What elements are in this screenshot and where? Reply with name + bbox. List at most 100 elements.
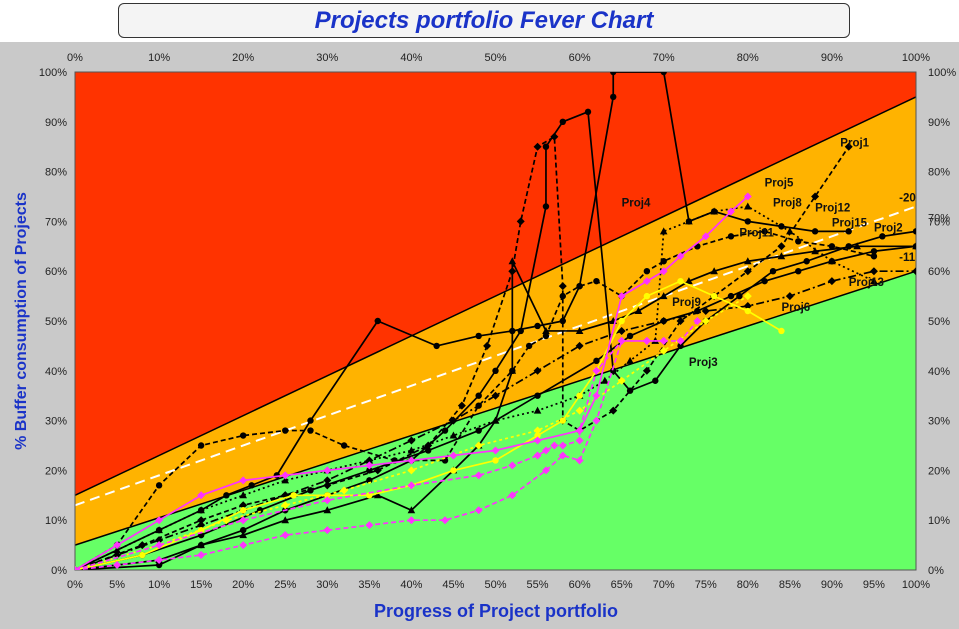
right-tick-label: 20% bbox=[928, 465, 950, 477]
series-12-point bbox=[365, 521, 374, 530]
series-13-point bbox=[575, 436, 584, 445]
bottom-tick-label: 45% bbox=[442, 579, 464, 591]
series-1-point bbox=[433, 342, 440, 350]
series-2-point bbox=[795, 238, 802, 245]
series-8-point bbox=[912, 243, 916, 250]
series-11-point bbox=[155, 516, 164, 525]
annotation-label: Proj6 bbox=[781, 302, 810, 314]
bottom-tick-label: 25% bbox=[274, 579, 296, 591]
series-3-point bbox=[685, 277, 693, 285]
series-6-point bbox=[155, 536, 164, 545]
series-11-point bbox=[726, 207, 735, 216]
series-7-point bbox=[601, 376, 609, 384]
series-12-point bbox=[197, 551, 206, 560]
series-5-point bbox=[155, 561, 163, 569]
series-1-point bbox=[374, 317, 381, 325]
series-12-point bbox=[693, 317, 702, 325]
annotation-label: -20 bbox=[899, 192, 916, 204]
series-3-point bbox=[811, 247, 819, 255]
bottom-tick-label: 80% bbox=[737, 579, 759, 591]
series-3-point bbox=[373, 491, 382, 499]
plot-border bbox=[74, 71, 917, 571]
bottom-tick-label: 5% bbox=[109, 579, 125, 591]
annotation-label: Proj11 bbox=[739, 227, 774, 239]
series-11-point bbox=[659, 267, 668, 276]
series-8-point bbox=[366, 467, 373, 474]
series-6-point bbox=[533, 366, 542, 375]
series-1-point bbox=[660, 72, 667, 76]
series-9-point bbox=[710, 292, 718, 300]
bottom-tick-label: 55% bbox=[527, 579, 549, 591]
series-6-line bbox=[75, 270, 916, 570]
labels-layer: Proj1 Proj2 Proj3 Proj4 Proj5 Proj6 Proj8 Proj9… bbox=[622, 138, 951, 369]
series-13-point bbox=[323, 496, 332, 505]
series-3-line bbox=[75, 245, 916, 570]
series-2-point bbox=[282, 427, 289, 434]
series-5-point bbox=[542, 143, 550, 150]
series-1-point bbox=[559, 317, 566, 325]
series-2-point bbox=[542, 332, 550, 340]
top-tick-label: 100% bbox=[902, 52, 930, 64]
series-1-point bbox=[744, 218, 751, 225]
bottom-tick-label: 70% bbox=[653, 579, 675, 591]
series-11-point bbox=[113, 541, 122, 550]
series-12-point bbox=[592, 416, 601, 425]
series-2-point bbox=[593, 277, 600, 285]
annotation-label: Proj2 bbox=[874, 222, 903, 234]
series-12-point bbox=[155, 556, 164, 565]
series-9-point bbox=[677, 277, 684, 285]
right-tick-label: 100% bbox=[928, 67, 956, 79]
series-5-point bbox=[584, 108, 592, 116]
left-tick-label: 30% bbox=[45, 416, 67, 428]
series-7-point bbox=[113, 546, 121, 554]
series-3-point bbox=[239, 531, 247, 539]
series-9-point bbox=[450, 467, 457, 474]
series-3-point bbox=[710, 267, 718, 275]
series-6-point bbox=[743, 302, 752, 311]
chart-title: Projects portfolio Fever Chart bbox=[118, 3, 850, 38]
series-8-point bbox=[626, 332, 634, 340]
series-7-point bbox=[449, 431, 458, 439]
series-7-point bbox=[626, 356, 634, 364]
annotation-label: Proj9 bbox=[672, 297, 701, 309]
left-tick-label: 10% bbox=[45, 515, 67, 527]
top-tick-label: 0% bbox=[67, 52, 83, 64]
series-2-point bbox=[525, 342, 533, 350]
series-6-point bbox=[407, 436, 416, 445]
top-tick-label: 80% bbox=[737, 52, 759, 64]
series-2-point bbox=[576, 282, 583, 290]
series-9-point bbox=[559, 417, 566, 424]
series-12-point bbox=[474, 506, 483, 515]
series-10-point bbox=[340, 486, 349, 495]
series-4-point bbox=[550, 132, 559, 141]
series-2-point bbox=[340, 442, 348, 449]
annotation-label: Proj5 bbox=[765, 178, 794, 190]
series-3-point bbox=[744, 257, 752, 265]
annotation-label: Proj1 bbox=[840, 138, 869, 150]
series-6-point bbox=[491, 391, 500, 400]
series-3-point bbox=[634, 307, 643, 315]
series-13-point bbox=[558, 441, 567, 450]
top-tick-label: 90% bbox=[821, 52, 843, 64]
series-3-point bbox=[777, 252, 786, 260]
series-12-point bbox=[441, 516, 450, 525]
series-3-point bbox=[281, 516, 290, 524]
series-7-point bbox=[870, 277, 878, 285]
left-tick-label: 100% bbox=[39, 67, 67, 79]
y-axis-title: % Buffer consumption of Projects bbox=[13, 192, 30, 450]
left-tick-label: 40% bbox=[45, 366, 67, 378]
series-7-point bbox=[281, 476, 290, 484]
series-5-point bbox=[475, 392, 482, 399]
series-4-point bbox=[676, 317, 685, 325]
series-11-point bbox=[642, 277, 651, 286]
right-tick-label: 30% bbox=[928, 416, 950, 428]
series-10-point bbox=[575, 406, 584, 415]
series-9-point bbox=[139, 551, 146, 559]
series-11-point bbox=[701, 232, 710, 241]
series-7-point bbox=[744, 202, 752, 210]
bottom-tick-label: 100% bbox=[902, 579, 930, 591]
bottom-tick-label: 90% bbox=[821, 579, 843, 591]
series-7-point bbox=[407, 446, 416, 454]
